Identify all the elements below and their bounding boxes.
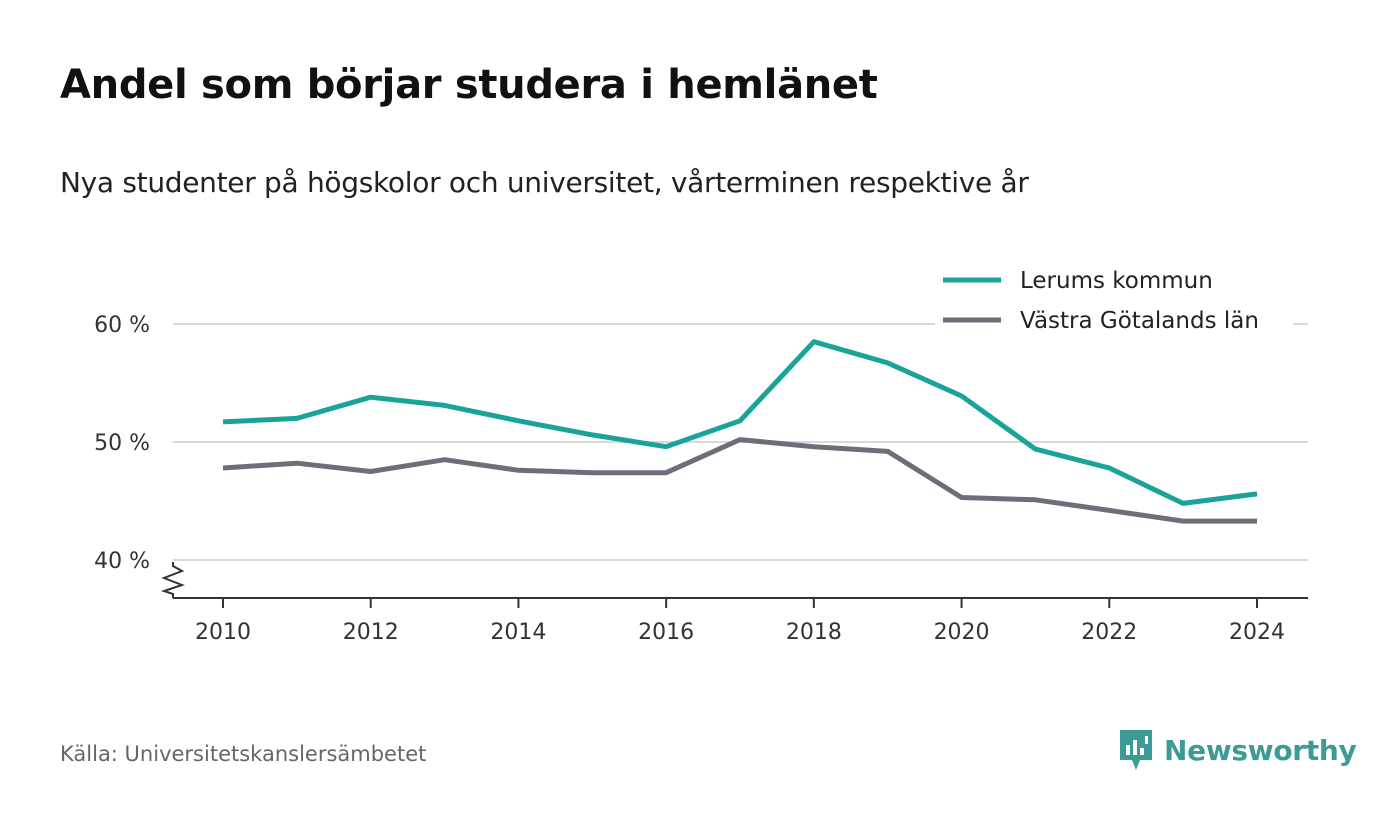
axes: 40 % 50 % 60 % 2010 2012 2014 2016 2018 2020 2022… [94, 313, 1308, 645]
x-tick-label: 2024 [1229, 620, 1285, 645]
x-tick-label: 2016 [638, 620, 694, 645]
source-note: Källa: Universitetskanslersämbetet [60, 742, 427, 766]
legend-label: Lerums kommun [1020, 268, 1213, 294]
legend-background [935, 258, 1293, 342]
brand-logo: Newsworthy [1118, 728, 1357, 772]
y-axis-break-icon [160, 562, 185, 598]
legend-label: Västra Götalands län [1020, 308, 1259, 334]
x-tick-label: 2020 [934, 620, 990, 645]
series-line-2 [222, 437, 1257, 524]
x-tick-label: 2022 [1081, 620, 1137, 645]
y-tick-label: 60 % [94, 313, 150, 338]
chart-subtitle: Nya studenter på högskolor och universit… [60, 166, 1029, 199]
x-tick-label: 2010 [195, 620, 251, 645]
x-tick-label: 2012 [343, 620, 399, 645]
y-tick-label: 50 % [94, 431, 150, 456]
series-lines [222, 339, 1258, 524]
y-tick-label: 40 % [94, 549, 150, 574]
x-tick-label: 2014 [490, 620, 546, 645]
series-line-1 [222, 339, 1258, 506]
legend: Lerums kommun Västra Götalands län [935, 258, 1293, 342]
x-tick-label: 2018 [786, 620, 842, 645]
chart-title: Andel som börjar studera i hemlänet [60, 62, 878, 108]
brand-name: Newsworthy [1164, 733, 1357, 767]
newsworthy-logo-icon [1120, 730, 1152, 770]
